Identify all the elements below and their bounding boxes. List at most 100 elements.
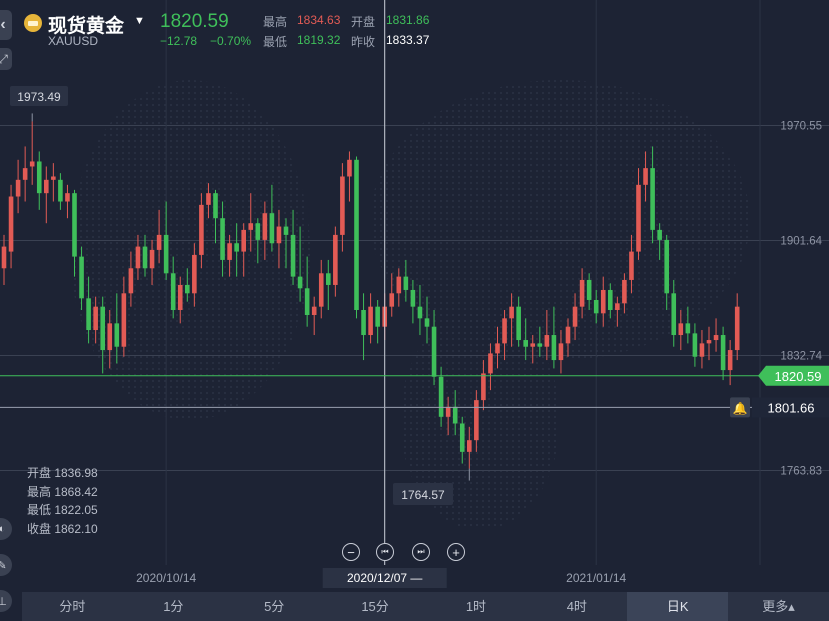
candle-body <box>22 168 28 180</box>
candle-body <box>347 159 352 177</box>
candle-body <box>163 234 169 274</box>
tab-daily[interactable]: 日K <box>627 592 729 621</box>
zoom-in-button[interactable]: + <box>447 543 465 561</box>
candle-body <box>396 276 402 294</box>
tab-1min[interactable]: 1分 <box>163 599 184 614</box>
tab-4hour[interactable]: 4时 <box>566 599 587 614</box>
candle-body <box>255 223 261 240</box>
candle-body <box>234 243 239 252</box>
current-price-badge <box>758 365 829 386</box>
candle-body <box>565 326 571 344</box>
last-price: 1820.59 <box>160 11 229 32</box>
ohlc-high: 最高 1868.42 <box>27 484 98 499</box>
candle-body <box>333 234 338 285</box>
settings-tool-button[interactable]: ⊥ <box>0 590 12 612</box>
tab-5min[interactable]: 5分 <box>264 599 285 614</box>
candle-body <box>586 279 592 300</box>
skip-forward-icon: ⏭ <box>417 547 425 556</box>
candle-body <box>459 423 465 452</box>
candle-body <box>558 343 564 361</box>
x-tick-label: 2021/01/14 <box>566 571 626 585</box>
candle-body <box>622 279 627 304</box>
candle-body <box>713 335 719 341</box>
price-change-percent: −0.70% <box>210 34 252 48</box>
candle-body <box>523 340 528 347</box>
candle-body <box>36 161 42 194</box>
y-tick-label: 1763.83 <box>780 466 822 478</box>
candle-body <box>304 288 310 316</box>
candle-body <box>354 159 359 310</box>
bell-icon[interactable]: 🔔 <box>733 401 748 415</box>
indicator-tool-button[interactable]: ◐ <box>0 518 12 540</box>
expand-button[interactable]: ⤢ <box>0 48 12 70</box>
high-label: 最高 <box>263 15 288 29</box>
y-tick-label: 1970.55 <box>780 121 822 133</box>
candle-body <box>579 279 585 307</box>
map-continent-eurasia <box>370 80 750 360</box>
minus-icon: − <box>347 544 355 560</box>
candle-body <box>650 168 655 230</box>
candle-body <box>671 293 677 336</box>
bell-icon-bg[interactable] <box>730 397 750 418</box>
tab-more[interactable]: 更多▴ <box>762 599 795 614</box>
price-change: −12.78 <box>160 34 198 48</box>
max-label-bg <box>10 86 68 106</box>
prev-close-label: 昨收 <box>351 35 376 49</box>
candle-body <box>389 293 395 307</box>
candle-body <box>600 289 606 314</box>
tab-timeshare[interactable]: 分时 <box>59 599 86 614</box>
candle-body <box>664 239 669 294</box>
y-tick-label: 1832.74 <box>780 350 822 362</box>
candle-body <box>452 406 458 424</box>
tab-15min[interactable]: 15分 <box>361 599 389 614</box>
next-button[interactable]: ⏭ <box>412 543 430 561</box>
candle-body <box>692 333 698 357</box>
candle-body <box>51 176 56 180</box>
candle-body <box>220 218 225 260</box>
candle-body <box>241 229 246 252</box>
candle-body <box>206 193 211 205</box>
candle-body <box>290 234 296 277</box>
candle-body <box>135 246 141 269</box>
pencil-icon: ✎ <box>0 559 7 572</box>
indicator-icon: ◐ <box>0 523 6 535</box>
candle-body <box>657 229 662 240</box>
candle-body <box>495 343 500 354</box>
candle-body <box>262 213 268 240</box>
dropdown-caret-icon[interactable]: ▼ <box>134 15 145 27</box>
candle-body <box>1 246 7 269</box>
candle-body <box>318 273 324 307</box>
candle-body <box>8 196 14 252</box>
candle-body <box>65 193 70 202</box>
candle-body <box>424 318 430 327</box>
draw-tool-button[interactable]: ✎ <box>0 554 12 576</box>
candle-body <box>29 161 35 167</box>
candle-body <box>509 306 514 319</box>
candle-body <box>15 179 21 197</box>
candle-body <box>593 299 599 314</box>
skip-back-icon: ⏮ <box>381 547 389 556</box>
chevron-left-icon: ‹ <box>0 16 6 33</box>
candle-body <box>608 289 613 310</box>
instrument-title[interactable]: 现货黄金 <box>48 16 125 37</box>
tab-1hour[interactable]: 1时 <box>465 599 487 614</box>
candle-body <box>706 340 712 344</box>
candle-body <box>86 298 91 331</box>
candle-body <box>643 168 648 185</box>
candle-body <box>177 284 183 310</box>
candle-body <box>248 223 254 230</box>
candle-body <box>481 373 486 401</box>
previous-button[interactable]: ⏮ <box>376 543 394 561</box>
candle-body <box>445 406 451 417</box>
candle-body <box>93 306 98 331</box>
candle-body <box>699 343 705 357</box>
candle-body <box>170 273 176 310</box>
candle-body <box>572 306 578 327</box>
zoom-out-button[interactable]: − <box>342 543 360 561</box>
candle-body <box>678 323 684 336</box>
back-button[interactable]: ‹ <box>0 10 12 40</box>
min-label: 1764.57 <box>401 488 445 502</box>
candle-body <box>149 249 155 269</box>
candle-body <box>629 251 634 280</box>
